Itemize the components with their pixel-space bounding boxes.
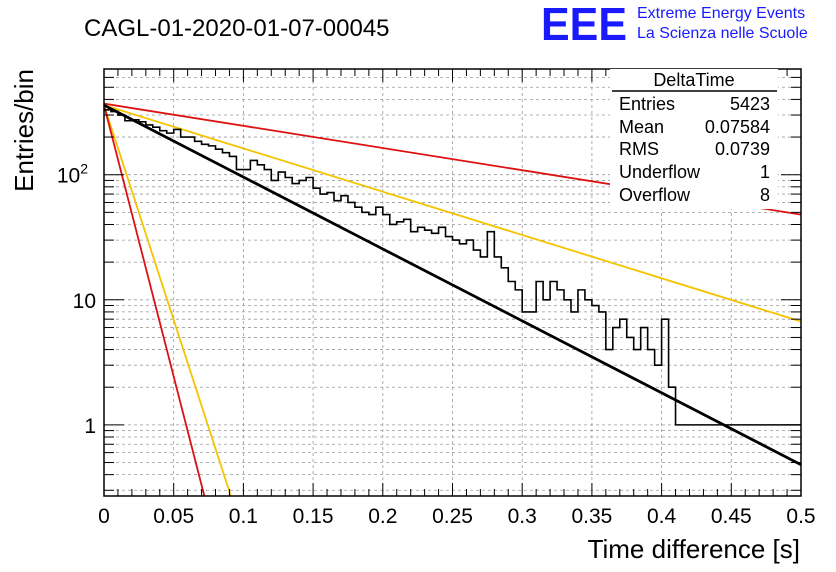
stats-box: DeltaTime Entries 5423 Mean 0.07584 RMS … [610, 69, 778, 209]
y-tick-label: 1 [84, 415, 96, 438]
histogram-outline [104, 109, 801, 426]
x-tick-labels: 0 0.05 0.1 0.15 0.2 0.25 0.3 0.35 0.4 0.45 0.5 [98, 505, 815, 528]
x-tick-label: 0 [98, 505, 110, 528]
eee-logo: EEE Extreme Energy Events La Scienza nel… [541, 0, 808, 50]
stats-label-underflow: Underflow [619, 162, 701, 182]
grid-lines [104, 69, 801, 496]
x-tick-label: 0.05 [153, 505, 194, 528]
y-tick-label: 102 [57, 161, 88, 188]
y-tick-label: 10 [73, 290, 96, 313]
x-tick-label: 0.5 [786, 505, 815, 528]
stats-value-overflow: 8 [760, 185, 770, 205]
histogram-bars [103, 103, 802, 466]
x-tick-label: 0.35 [571, 505, 612, 528]
stats-label-entries: Entries [619, 94, 675, 114]
x-tick-label: 0.15 [293, 505, 334, 528]
eee-logo-line1: Extreme Energy Events [637, 5, 805, 22]
stats-value-entries: 5423 [730, 94, 770, 114]
eee-logo-line2: La Scienza nelle Scuole [637, 25, 808, 42]
stats-value-mean: 0.07584 [705, 117, 770, 137]
stats-label-overflow: Overflow [619, 185, 691, 205]
eee-logo-mark: EEE [541, 0, 627, 50]
y-axis-title: Entries/bin [9, 69, 39, 192]
stats-box-title: DeltaTime [653, 70, 734, 90]
stats-value-rms: 0.0739 [715, 139, 770, 159]
plot-frame [103, 68, 802, 497]
y-tick-labels: 1 10 102 [57, 161, 96, 438]
stats-box-background [610, 69, 778, 209]
fit-curve-overlay [103, 103, 802, 466]
chart-title: CAGL-01-2020-01-07-00045 [84, 15, 390, 42]
x-tick-label: 0.4 [647, 505, 677, 528]
fit-curve-component [103, 104, 206, 497]
stats-value-underflow: 1 [760, 162, 770, 182]
stats-label-mean: Mean [619, 117, 664, 137]
x-tick-label: 0.2 [368, 505, 397, 528]
fit-curve-component [103, 104, 802, 323]
x-tick-label: 0.3 [508, 505, 537, 528]
x-tick-label: 0.25 [432, 505, 473, 528]
x-tick-label: 0.45 [711, 505, 752, 528]
stats-label-rms: RMS [619, 139, 659, 159]
x-axis-title: Time difference [s] [588, 534, 800, 564]
fit-curve-component [103, 104, 232, 497]
x-tick-label: 0.1 [229, 505, 258, 528]
